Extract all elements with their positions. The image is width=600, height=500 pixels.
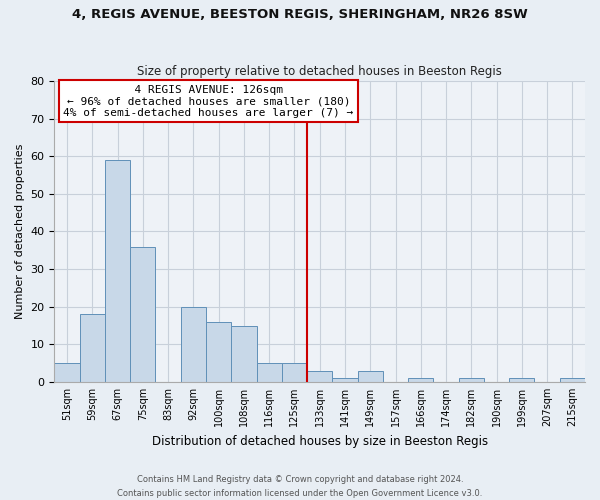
Bar	[408, 378, 433, 382]
X-axis label: Distribution of detached houses by size in Beeston Regis: Distribution of detached houses by size …	[152, 434, 488, 448]
Bar	[307, 370, 332, 382]
Bar	[358, 370, 383, 382]
Bar	[332, 378, 358, 382]
Text: 4 REGIS AVENUE: 126sqm  
← 96% of detached houses are smaller (180)
4% of semi-d: 4 REGIS AVENUE: 126sqm ← 96% of detached…	[64, 85, 353, 118]
Bar	[509, 378, 535, 382]
Text: Contains HM Land Registry data © Crown copyright and database right 2024.
Contai: Contains HM Land Registry data © Crown c…	[118, 476, 482, 498]
Bar	[80, 314, 105, 382]
Text: 4, REGIS AVENUE, BEESTON REGIS, SHERINGHAM, NR26 8SW: 4, REGIS AVENUE, BEESTON REGIS, SHERINGH…	[72, 8, 528, 20]
Bar	[181, 306, 206, 382]
Bar	[231, 326, 257, 382]
Title: Size of property relative to detached houses in Beeston Regis: Size of property relative to detached ho…	[137, 66, 502, 78]
Bar	[257, 363, 282, 382]
Bar	[55, 363, 80, 382]
Bar	[458, 378, 484, 382]
Bar	[560, 378, 585, 382]
Bar	[130, 246, 155, 382]
Bar	[282, 363, 307, 382]
Bar	[206, 322, 231, 382]
Y-axis label: Number of detached properties: Number of detached properties	[15, 144, 25, 319]
Bar	[105, 160, 130, 382]
